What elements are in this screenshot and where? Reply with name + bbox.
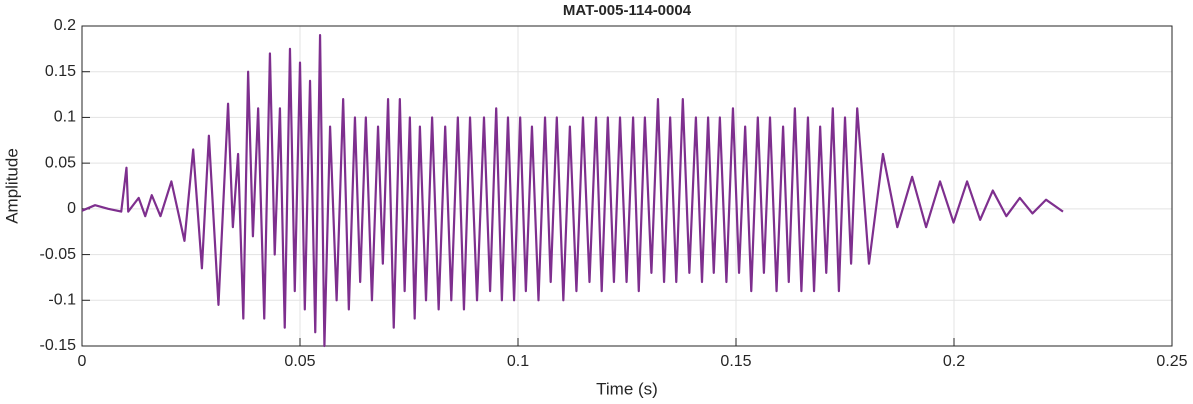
y-axis-label: Amplitude — [2, 148, 21, 224]
y-tick-label: 0.15 — [45, 63, 76, 80]
chart-title: MAT-005-114-0004 — [563, 2, 692, 19]
x-tick-label: 0.2 — [943, 353, 965, 370]
x-tick-label: 0.15 — [720, 353, 751, 370]
plot-frame — [81, 25, 1173, 347]
y-tick-label: -0.05 — [40, 246, 77, 263]
x-tick-label: 0.25 — [1156, 353, 1187, 370]
x-tick-label: 0 — [78, 353, 87, 370]
waveform-line — [81, 34, 1064, 348]
y-tick-label: 0.2 — [54, 17, 76, 34]
y-tick-label: 0 — [67, 200, 76, 217]
y-tick-label: -0.15 — [40, 337, 77, 354]
y-tick-label: -0.1 — [48, 292, 76, 309]
x-tick-label: 0.05 — [284, 353, 315, 370]
y-tick-label: 0.1 — [54, 109, 76, 126]
x-tick-label: 0.1 — [507, 353, 529, 370]
y-tick-label: 0.05 — [45, 154, 76, 171]
x-axis-label: Time (s) — [596, 379, 658, 398]
